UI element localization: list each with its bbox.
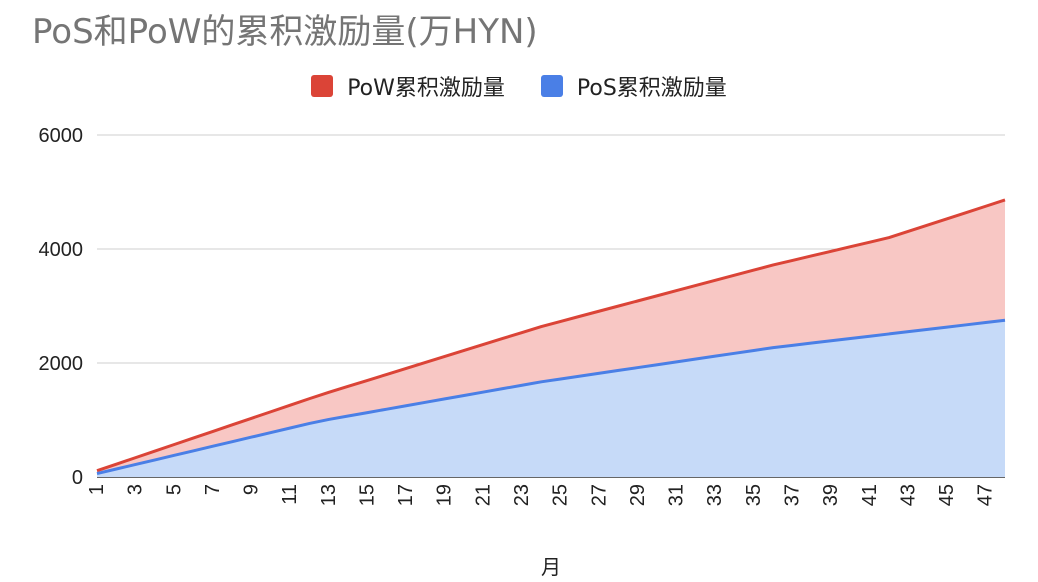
legend-item-pos: PoS累积激励量 (540, 70, 727, 102)
x-tick-label-7: 7 (202, 484, 224, 495)
y-tick-label-2000: 2000 (39, 353, 84, 375)
x-tick-label-47: 47 (975, 484, 997, 506)
legend-swatch-pow (311, 75, 334, 97)
x-tick-label-23: 23 (511, 484, 533, 506)
x-tick-label-25: 25 (550, 484, 572, 506)
x-tick-label-13: 13 (318, 484, 340, 506)
x-tick-label-17: 17 (395, 484, 417, 506)
y-tick-label-4000: 4000 (39, 239, 84, 261)
series-areas (97, 199, 1005, 478)
x-tick-label-21: 21 (472, 484, 494, 506)
x-axis-ticks: 1 3 5 7 9 11 13 15 17 19 21 23 25 27 29 31 33 35 37 39 41 43 4… (86, 484, 997, 506)
series-line-0 (96, 198, 1006, 473)
y-axis-ticks: 0 2000 4000 6000 (39, 125, 84, 489)
y-tick-label-6000: 6000 (39, 125, 84, 147)
legend-item-pow: PoW累积激励量 (311, 70, 505, 102)
series-lines (96, 198, 1006, 476)
x-tick-label-27: 27 (588, 484, 610, 506)
x-tick-label-15: 15 (356, 484, 378, 506)
x-tick-label-3: 3 (125, 484, 147, 495)
x-tick-label-31: 31 (666, 484, 688, 506)
y-tick-label-0: 0 (72, 467, 83, 489)
x-tick-label-39: 39 (820, 484, 842, 506)
x-axis-label: 月 (541, 555, 561, 579)
x-tick-label-29: 29 (627, 484, 649, 506)
chart-title: PoS和PoW的累积激励量(万HYN) (32, 12, 538, 52)
x-tick-label-1: 1 (86, 484, 108, 495)
x-tick-label-37: 37 (781, 484, 803, 506)
x-tick-label-35: 35 (743, 484, 765, 506)
x-tick-label-5: 5 (163, 484, 185, 495)
series-area-1 (97, 320, 1005, 477)
series-line-1 (96, 318, 1006, 476)
x-tick-label-41: 41 (859, 484, 881, 506)
x-tick-label-45: 45 (936, 484, 958, 506)
legend-label-pos: PoS累积激励量 (576, 76, 727, 101)
x-tick-label-11: 11 (279, 484, 301, 505)
x-tick-label-9: 9 (241, 484, 263, 495)
legend-label-pow: PoW累积激励量 (347, 76, 505, 101)
x-tick-label-19: 19 (434, 484, 456, 506)
chart-legend: PoW累积激励量 PoS累积激励量 (0, 70, 1038, 102)
legend-swatch-pos (540, 75, 563, 97)
x-tick-label-33: 33 (704, 484, 726, 506)
x-tick-label-43: 43 (897, 484, 919, 506)
